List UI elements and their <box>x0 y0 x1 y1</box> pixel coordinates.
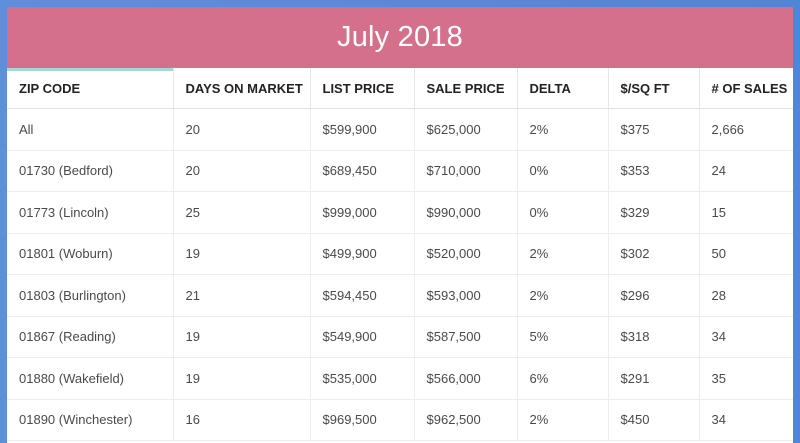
cell-zip-code: 01880 (Wakefield) <box>7 357 174 400</box>
cell-list-price: $499,900 <box>310 233 415 275</box>
cell-delta: 2% <box>517 233 609 275</box>
cell-days-on-market: 16 <box>173 399 311 441</box>
cell-list-price: $969,500 <box>310 399 415 441</box>
cell-days-on-market: 21 <box>173 274 311 317</box>
cell-sale-price: $566,000 <box>414 357 518 400</box>
column-header-delta[interactable]: DELTA <box>517 68 609 109</box>
cell-number-of-sales: 50 <box>699 233 793 275</box>
cell-number-of-sales: 24 <box>699 150 793 192</box>
cell-number-of-sales: 15 <box>699 191 793 234</box>
cell-sale-price: $593,000 <box>414 274 518 317</box>
cell-price-per-sqft: $302 <box>608 233 700 275</box>
cell-days-on-market: 19 <box>173 316 311 358</box>
column-header-number-of-sales[interactable]: # OF SALES <box>699 68 793 109</box>
cell-sale-price: $710,000 <box>414 150 518 192</box>
cell-number-of-sales: 35 <box>699 357 793 400</box>
cell-price-per-sqft: $296 <box>608 274 700 317</box>
cell-sale-price: $962,500 <box>414 399 518 441</box>
table-header-row: ZIP CODE DAYS ON MARKET LIST PRICE SALE … <box>7 68 793 109</box>
cell-price-per-sqft: $375 <box>608 108 700 151</box>
report-title: July 2018 <box>7 7 793 68</box>
cell-delta: 0% <box>517 191 609 234</box>
cell-list-price: $535,000 <box>310 357 415 400</box>
cell-number-of-sales: 28 <box>699 274 793 317</box>
cell-delta: 6% <box>517 357 609 400</box>
table-row: 01880 (Wakefield) 19 $535,000 $566,000 6… <box>7 357 793 400</box>
table-row: 01730 (Bedford) 20 $689,450 $710,000 0% … <box>7 150 793 192</box>
column-header-list-price[interactable]: LIST PRICE <box>310 68 415 109</box>
cell-delta: 0% <box>517 150 609 192</box>
cell-sale-price: $990,000 <box>414 191 518 234</box>
cell-days-on-market: 20 <box>173 108 311 151</box>
table-row: 01801 (Woburn) 19 $499,900 $520,000 2% $… <box>7 233 793 275</box>
cell-delta: 2% <box>517 399 609 441</box>
cell-zip-code: 01773 (Lincoln) <box>7 191 174 234</box>
cell-list-price: $999,000 <box>310 191 415 234</box>
cell-zip-code: 01867 (Reading) <box>7 316 174 358</box>
table-row: 01867 (Reading) 19 $549,900 $587,500 5% … <box>7 316 793 358</box>
cell-sale-price: $587,500 <box>414 316 518 358</box>
cell-zip-code: 01803 (Burlington) <box>7 274 174 317</box>
table-row: 01773 (Lincoln) 25 $999,000 $990,000 0% … <box>7 191 793 234</box>
cell-price-per-sqft: $291 <box>608 357 700 400</box>
cell-number-of-sales: 34 <box>699 316 793 358</box>
cell-zip-code: All <box>7 108 174 151</box>
cell-days-on-market: 25 <box>173 191 311 234</box>
cell-delta: 2% <box>517 108 609 151</box>
cell-delta: 2% <box>517 274 609 317</box>
cell-zip-code: 01730 (Bedford) <box>7 150 174 192</box>
cell-days-on-market: 19 <box>173 357 311 400</box>
cell-list-price: $549,900 <box>310 316 415 358</box>
cell-number-of-sales: 2,666 <box>699 108 793 151</box>
cell-price-per-sqft: $450 <box>608 399 700 441</box>
market-report-card: July 2018 ZIP CODE DAYS ON MARKET LIST P… <box>7 7 793 443</box>
cell-price-per-sqft: $318 <box>608 316 700 358</box>
cell-zip-code: 01801 (Woburn) <box>7 233 174 275</box>
cell-days-on-market: 20 <box>173 150 311 192</box>
cell-delta: 5% <box>517 316 609 358</box>
cell-sale-price: $520,000 <box>414 233 518 275</box>
table-row: All 20 $599,900 $625,000 2% $375 2,666 <box>7 108 793 151</box>
cell-price-per-sqft: $329 <box>608 191 700 234</box>
cell-list-price: $599,900 <box>310 108 415 151</box>
cell-zip-code: 01890 (Winchester) <box>7 399 174 441</box>
cell-list-price: $689,450 <box>310 150 415 192</box>
table-row: 01803 (Burlington) 21 $594,450 $593,000 … <box>7 274 793 317</box>
cell-list-price: $594,450 <box>310 274 415 317</box>
cell-days-on-market: 19 <box>173 233 311 275</box>
cell-number-of-sales: 34 <box>699 399 793 441</box>
column-header-price-per-sqft[interactable]: $/SQ FT <box>608 68 700 109</box>
column-header-zip-code[interactable]: ZIP CODE <box>7 68 174 109</box>
table-row: 01890 (Winchester) 16 $969,500 $962,500 … <box>7 399 793 441</box>
column-header-days-on-market[interactable]: DAYS ON MARKET <box>173 68 311 109</box>
market-table: ZIP CODE DAYS ON MARKET LIST PRICE SALE … <box>7 68 793 441</box>
cell-price-per-sqft: $353 <box>608 150 700 192</box>
cell-sale-price: $625,000 <box>414 108 518 151</box>
column-header-sale-price[interactable]: SALE PRICE <box>414 68 518 109</box>
